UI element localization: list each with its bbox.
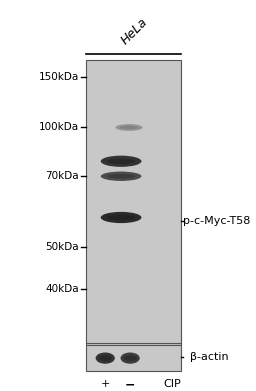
Text: 40kDa: 40kDa bbox=[46, 284, 79, 294]
Text: p-c-Myc-T58: p-c-Myc-T58 bbox=[183, 216, 251, 226]
Text: β-actin: β-actin bbox=[190, 352, 229, 362]
Ellipse shape bbox=[107, 215, 135, 220]
Ellipse shape bbox=[123, 355, 137, 361]
Ellipse shape bbox=[101, 172, 142, 181]
FancyBboxPatch shape bbox=[86, 60, 181, 345]
Ellipse shape bbox=[99, 355, 112, 361]
Ellipse shape bbox=[96, 353, 115, 364]
Ellipse shape bbox=[107, 158, 135, 164]
Text: HeLa: HeLa bbox=[119, 15, 151, 47]
Ellipse shape bbox=[101, 156, 142, 167]
Text: 150kDa: 150kDa bbox=[39, 72, 79, 82]
Ellipse shape bbox=[120, 126, 138, 129]
Text: +: + bbox=[101, 379, 110, 389]
Text: 100kDa: 100kDa bbox=[39, 122, 79, 133]
Ellipse shape bbox=[121, 353, 140, 364]
Ellipse shape bbox=[115, 124, 143, 131]
Text: −: − bbox=[125, 379, 135, 391]
Text: 70kDa: 70kDa bbox=[46, 171, 79, 181]
FancyBboxPatch shape bbox=[86, 345, 181, 371]
Ellipse shape bbox=[101, 212, 142, 223]
Ellipse shape bbox=[107, 174, 135, 179]
Text: 50kDa: 50kDa bbox=[46, 242, 79, 253]
Text: CIP: CIP bbox=[163, 379, 181, 389]
